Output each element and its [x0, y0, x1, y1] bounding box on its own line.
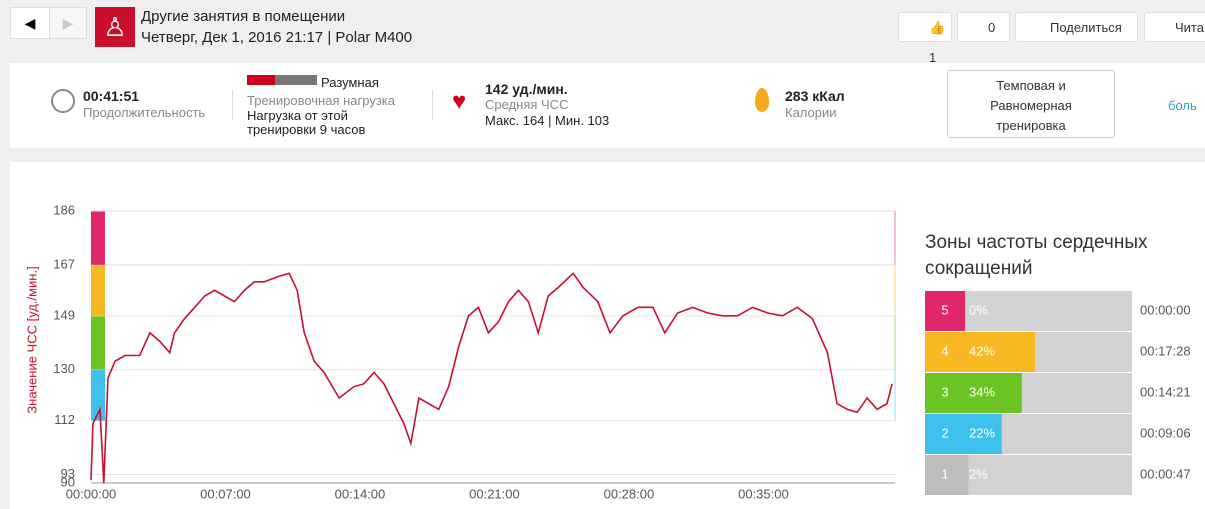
load-meter	[247, 75, 317, 85]
stopwatch-icon	[51, 89, 75, 113]
load-text: Нагрузка от этой	[247, 108, 348, 123]
y-tick-label: 93	[61, 466, 75, 481]
zone-time: 00:00:00	[1140, 302, 1191, 317]
load-label: Тренировочная нагрузка	[247, 93, 396, 108]
zone-bar	[965, 414, 1002, 454]
zone-percent: 34%	[969, 384, 995, 399]
load-level: Разумная	[321, 75, 379, 90]
zone-time: 00:17:28	[1140, 343, 1191, 358]
sport-icon: ♙	[95, 7, 135, 47]
zone-percent: 2%	[969, 466, 988, 481]
duration-label: Продолжительность	[83, 105, 206, 120]
zone-percent: 22%	[969, 425, 995, 440]
hr-line	[90, 272, 893, 484]
y-tick-label: 167	[53, 256, 75, 271]
y-tick-label: 90	[61, 474, 75, 489]
back-button[interactable]: ◀	[10, 7, 50, 39]
like-count: 1	[929, 50, 937, 65]
zone-bar	[965, 373, 1022, 413]
zone-time: 00:00:47	[1140, 466, 1191, 481]
divider	[232, 90, 233, 120]
duration: 00:41:51	[83, 88, 140, 104]
zone-number: 5	[941, 302, 948, 317]
zone-number: 1	[941, 466, 948, 481]
calories-label: Калории	[785, 105, 837, 120]
share-button[interactable]: Поделиться	[1015, 12, 1138, 42]
target-box[interactable]: Темповая и Равномерная тренировка	[947, 70, 1115, 138]
zone-swatch	[925, 414, 965, 454]
zone-band	[91, 315, 105, 370]
y-tick-label: 130	[53, 361, 75, 376]
more-link[interactable]: боль	[1168, 98, 1197, 113]
zone-bar	[965, 332, 1036, 372]
zone-time: 00:09:06	[1140, 425, 1191, 440]
y-tick-label: 186	[53, 202, 75, 217]
target-text: тренировка	[996, 118, 1066, 133]
x-tick-label: 00:35:00	[738, 486, 789, 501]
y-tick-label: 149	[53, 307, 75, 322]
title: Другие занятия в помещении	[141, 8, 346, 25]
summary-panel	[10, 63, 1205, 148]
y-tick-label: 112	[54, 412, 75, 427]
zone-time: 00:14:21	[1140, 384, 1191, 399]
zone-swatch	[925, 455, 965, 495]
comment-button[interactable]: 0	[957, 12, 1010, 42]
target-text: Темповая и	[996, 78, 1066, 93]
zone-swatch	[925, 291, 965, 331]
flame-icon	[755, 88, 769, 112]
load-text: тренировки 9 часов	[247, 122, 366, 137]
comment-count: 0	[988, 20, 996, 35]
y-axis-label: Значение ЧСС [уд./мин.]	[24, 266, 39, 413]
zone-percent: 42%	[969, 343, 995, 358]
zone-bar	[965, 455, 969, 495]
zone-swatch	[925, 373, 965, 413]
zone-band	[91, 369, 105, 421]
hr-minmax: Макс. 164 | Мин. 103	[485, 113, 610, 128]
like-button[interactable]: 👍 1	[898, 12, 952, 65]
zone-band	[91, 264, 105, 316]
avg-hr: 142 уд./мин.	[485, 81, 568, 97]
zone-number: 3	[941, 384, 948, 399]
x-tick-label: 00:21:00	[469, 486, 520, 501]
x-tick-label: 00:00:00	[66, 486, 117, 501]
read-button[interactable]: Чита	[1144, 12, 1205, 42]
zone-percent: 0%	[969, 302, 988, 317]
zones-title: Зоны частоты сердечных сокращений	[925, 232, 1148, 279]
zone-band	[91, 211, 105, 265]
x-tick-label: 00:28:00	[604, 486, 655, 501]
x-tick-label: 00:14:00	[335, 486, 386, 501]
zone-number: 2	[941, 425, 948, 440]
divider	[432, 90, 433, 120]
subtitle: Четверг, Дек 1, 2016 21:17 | Polar M400	[141, 29, 413, 46]
share-label: Поделиться	[1050, 20, 1122, 35]
heart-icon: ♥	[452, 88, 467, 115]
read-label: Чита	[1175, 20, 1204, 35]
forward-button[interactable]: ▶	[49, 7, 87, 39]
x-tick-label: 00:07:00	[200, 486, 251, 501]
calories: 283 кКал	[785, 88, 845, 104]
avg-hr-label: Средняя ЧСС	[485, 97, 569, 112]
zone-number: 4	[941, 343, 948, 358]
zone-swatch	[925, 332, 965, 372]
target-text: Равномерная	[990, 98, 1072, 113]
